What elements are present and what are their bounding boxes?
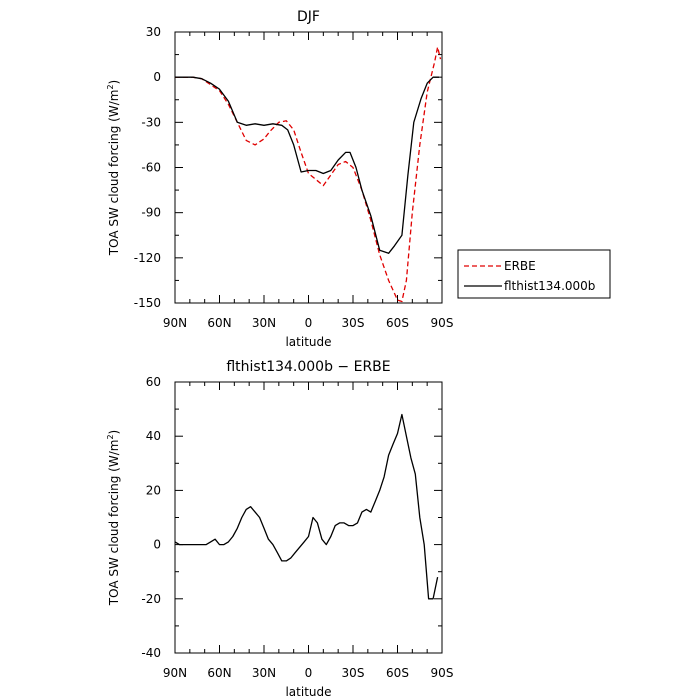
- panel1-x-axis-label: latitude: [285, 335, 331, 349]
- panel1-title: DJF: [297, 9, 320, 25]
- panel2-xtick-label: 60N: [207, 666, 231, 680]
- panel2-xtick-label: 60S: [386, 666, 409, 680]
- panel1-ytick-label: 30: [146, 25, 161, 39]
- panel1-xtick-label: 90S: [431, 316, 454, 330]
- legend-box: [457, 249, 611, 299]
- panel1-ytick-label: -30: [141, 115, 161, 129]
- panel1-ytick-label: -120: [134, 251, 161, 265]
- panel1-ytick-label: -90: [141, 206, 161, 220]
- legend-label-0: ERBE: [504, 259, 536, 273]
- panel1-xtick-label: 90N: [163, 316, 187, 330]
- panel1-y-axis-label: TOA SW cloud forcing (W/m2): [106, 80, 121, 256]
- panel1-y-axis-label-main: TOA SW cloud forcing (W/m: [107, 90, 121, 257]
- panel1-xtick-label: 0: [305, 316, 313, 330]
- panel2-xtick-label: 30S: [342, 666, 365, 680]
- panel2-ytick-label: 20: [146, 483, 161, 497]
- panel1-xtick-label: 30N: [252, 316, 276, 330]
- legend-label-1: flthist134.000b: [504, 279, 595, 293]
- panel2-ytick-label: 60: [146, 375, 161, 389]
- panel2-plot-frame: [174, 381, 443, 654]
- panel1-y-axis-label-tail: ): [107, 80, 121, 85]
- panel1-ytick-label: 0: [153, 70, 161, 84]
- panel1-xtick-label: 30S: [342, 316, 365, 330]
- panel2-x-axis-label: latitude: [285, 685, 331, 699]
- panel2-xtick-label: 0: [305, 666, 313, 680]
- panel2-xtick-label: 90N: [163, 666, 187, 680]
- panel2-ytick-label: -40: [141, 646, 161, 660]
- panel2-y-axis-label: TOA SW cloud forcing (W/m2): [106, 430, 121, 606]
- panel1-xtick-label: 60S: [386, 316, 409, 330]
- panel2-series-line-difference: [174, 413, 439, 600]
- panel1-xtick-label: 60N: [207, 316, 231, 330]
- panel2-ytick-label: 40: [146, 429, 161, 443]
- panel1-plot-frame: [174, 31, 443, 304]
- panel1-ytick-label: -150: [134, 296, 161, 310]
- panel2-y-axis-label-main: TOA SW cloud forcing (W/m: [107, 440, 121, 607]
- panel1-series-line-erbe: [175, 46, 442, 303]
- panel1-series-line-flthist134-000b: [175, 76, 439, 254]
- panel2-ytick-label: 0: [153, 538, 161, 552]
- panel2-title: flthist134.000b − ERBE: [226, 359, 390, 375]
- panel2-xtick-label: 90S: [431, 666, 454, 680]
- panel2-y-axis-label-sup: 2: [106, 434, 115, 439]
- panel2-ytick-label: -20: [141, 592, 161, 606]
- panel2-xtick-label: 30N: [252, 666, 276, 680]
- panel1-ytick-label: -60: [141, 161, 161, 175]
- panel1-y-axis-label-sup: 2: [106, 84, 115, 89]
- panel2-y-axis-label-tail: ): [107, 430, 121, 435]
